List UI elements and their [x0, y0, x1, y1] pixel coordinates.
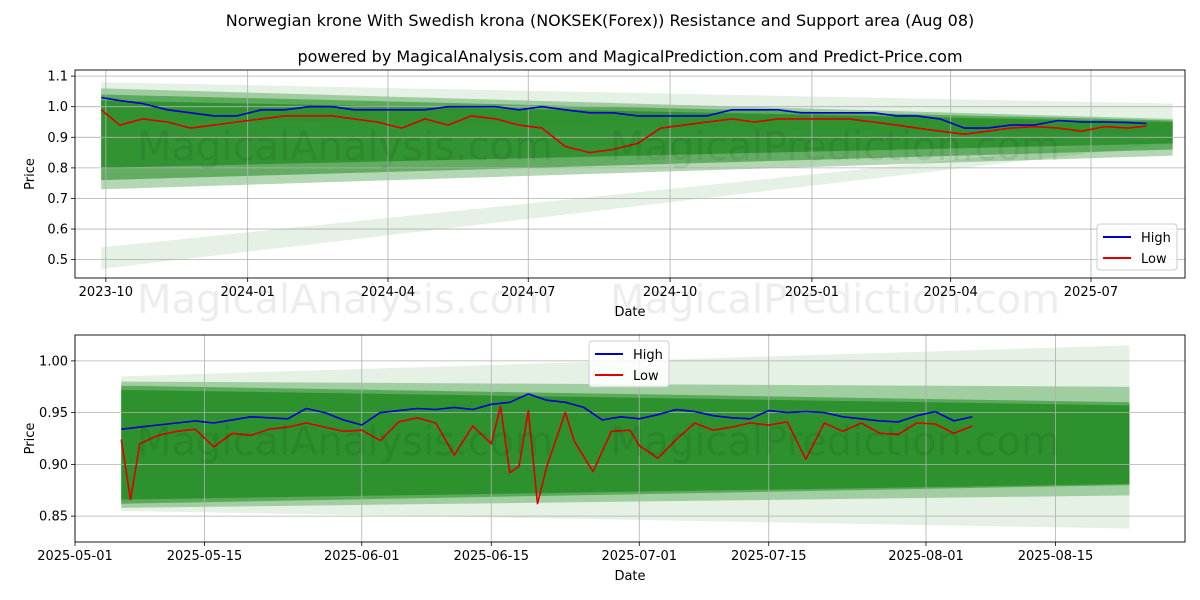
legend: High Low — [1096, 223, 1178, 271]
y-axis-label: Price — [23, 423, 38, 455]
watermark-bottom-right: MagicalPrediction.com — [610, 419, 1060, 465]
x-tick-label: 2025-06-15 — [453, 549, 529, 564]
x-tick-label: 2024-07 — [501, 285, 555, 300]
series-low-line — [120, 405, 973, 505]
y-tick-label: 0.9 — [47, 131, 68, 146]
band-4 — [101, 137, 1173, 269]
x-tick-label: 2025-07 — [1064, 285, 1118, 300]
x-tick-label: 2025-08-15 — [1018, 549, 1094, 564]
watermark-layer: MagicalAnalysis.com MagicalPrediction.co… — [137, 124, 1060, 465]
x-tick-label: 2025-05-15 — [167, 549, 243, 564]
watermark-mid-right: MagicalPrediction.com — [610, 277, 1060, 323]
y-tick-label: 0.5 — [47, 253, 68, 268]
watermark-top-right: MagicalPrediction.com — [610, 124, 1060, 170]
y-tick-label: 0.90 — [39, 458, 68, 473]
x-tick-label: 2025-08-01 — [888, 549, 964, 564]
plot-frame — [74, 334, 1186, 543]
watermark-bottom-left: MagicalAnalysis.com — [137, 419, 553, 465]
y-tick-label: 1.1 — [47, 70, 68, 85]
plot-frame — [74, 69, 1186, 279]
y-tick-label: 0.8 — [47, 161, 68, 176]
x-axis-label: Date — [614, 305, 645, 320]
x-tick-label: 2025-04 — [924, 285, 978, 300]
x-tick-label: 2025-07-15 — [731, 549, 807, 564]
y-tick-label: 0.6 — [47, 223, 68, 238]
x-tick-label: 2025-07-01 — [601, 549, 677, 564]
chart-subtitle: powered by MagicalAnalysis.com and Magic… — [297, 47, 962, 66]
x-tick-label: 2024-01 — [221, 285, 275, 300]
legend-label-high: High — [633, 348, 663, 363]
top-plot-area: 2023-10 2024-01 2024-04 2024-07 2024-10 2025-… — [23, 69, 1186, 320]
x-tick-label: 2024-04 — [361, 285, 415, 300]
series-high-line — [101, 96, 1147, 129]
x-axis-label: Date — [614, 569, 645, 584]
watermark-top-left: MagicalAnalysis.com — [137, 124, 553, 170]
y-tick-label: 0.85 — [39, 510, 68, 525]
legend: High Low — [588, 340, 670, 388]
bottom-plot-area: 2025-05-01 2025-05-15 2025-06-01 2025-06-15… — [23, 334, 1186, 584]
x-tick-label: 2025-01 — [785, 285, 839, 300]
band-2 — [101, 100, 1173, 168]
legend-label-low: Low — [1141, 252, 1167, 267]
watermark-mid-left: MagicalAnalysis.com — [137, 277, 553, 323]
x-tick-label: 2024-10 — [643, 285, 697, 300]
series-high-line — [121, 393, 973, 430]
y-tick-label: 0.95 — [39, 406, 68, 421]
y-tick-label: 0.7 — [47, 192, 68, 207]
chart-title: Norwegian krone With Swedish krona (NOKS… — [226, 11, 975, 30]
y-tick-label: 1.00 — [39, 354, 68, 369]
y-axis-label: Price — [23, 158, 38, 190]
x-tick-label: 2025-05-01 — [37, 549, 113, 564]
x-tick-label: 2025-06-01 — [324, 549, 400, 564]
series-low-line — [100, 109, 1147, 154]
legend-label-low: Low — [633, 369, 659, 384]
x-tick-label: 2023-10 — [79, 285, 133, 300]
legend-label-high: High — [1141, 231, 1171, 246]
y-tick-label: 1.0 — [47, 100, 68, 115]
